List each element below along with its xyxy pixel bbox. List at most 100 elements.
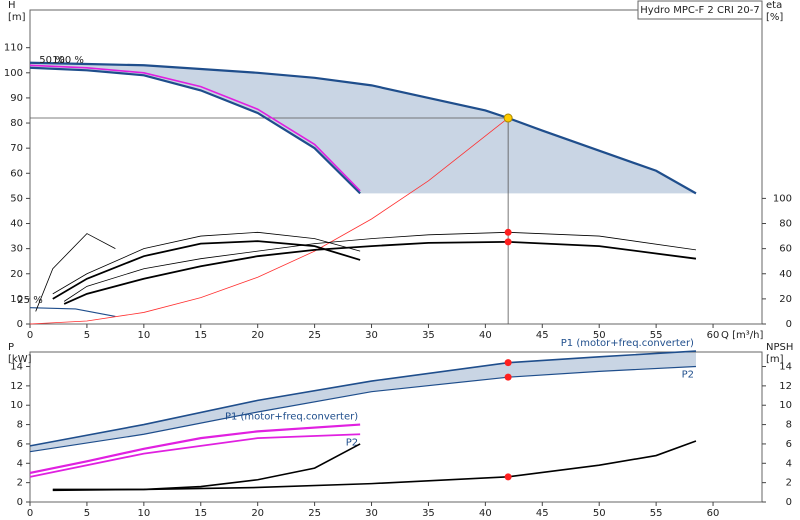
y-tick-label: 2 (17, 478, 23, 489)
y2-tick-label: 8 (786, 420, 792, 431)
x-tick-label: 40 (479, 508, 492, 519)
y-tick-label: 4 (17, 458, 23, 469)
curve (29, 423, 361, 475)
y2-axis-label: NPSH (766, 342, 793, 353)
point-marker (504, 359, 512, 367)
y2-tick-label: 60 (779, 244, 792, 255)
curve (29, 307, 116, 318)
x-tick-label: 10 (137, 508, 150, 519)
y-tick-label: 90 (10, 93, 23, 104)
y2-tick-label: 2 (786, 478, 792, 489)
curve (29, 66, 361, 195)
x-tick-label: 40 (479, 330, 492, 341)
annotation: 100 % (52, 55, 84, 66)
curve (52, 231, 361, 295)
curve-label: P1 (motor+freq.converter) (225, 412, 358, 423)
y2-tick-label: 4 (786, 458, 792, 469)
x-tick-label: 55 (650, 330, 663, 341)
y2-tick-label: 20 (779, 294, 792, 305)
y-tick-label: 10 (10, 294, 23, 305)
curve-label: P1 (motor+freq.converter) (561, 338, 694, 349)
operating-area (30, 351, 696, 452)
curve (35, 233, 116, 312)
title-box (637, 0, 763, 20)
x-tick-label: 50 (593, 508, 606, 519)
y2-axis-unit: [m] (766, 354, 784, 365)
point-marker (504, 238, 512, 246)
x-tick-label: 10 (137, 330, 150, 341)
curve (29, 350, 697, 447)
x-tick-label: 5 (84, 330, 90, 341)
x-tick-label: 20 (251, 330, 264, 341)
curve (29, 433, 361, 478)
duty-point (503, 113, 513, 123)
annotation: 25 % (17, 295, 42, 306)
x-tick-label: 15 (194, 508, 207, 519)
x-tick-label: 30 (365, 508, 378, 519)
y2-tick-label: 10 (779, 400, 792, 411)
y2-axis-unit: [%] (766, 12, 783, 23)
x-tick-label: 0 (27, 508, 33, 519)
x-tick-label: 20 (251, 508, 264, 519)
point-marker (504, 473, 512, 481)
y-tick-label: 110 (4, 43, 23, 54)
y-tick-label: 6 (17, 439, 23, 450)
x-tick-label: 60 (707, 508, 720, 519)
curve (29, 61, 697, 195)
chart-title: Hydro MPC-F 2 CRI 20-7 (640, 5, 759, 16)
plot-frame (29, 351, 763, 503)
x-tick-label: 55 (650, 508, 663, 519)
y-tick-label: 20 (10, 269, 23, 280)
x-tick-label: 30 (365, 330, 378, 341)
x-tick-label: 35 (422, 508, 435, 519)
x-tick-label: 45 (536, 330, 549, 341)
curve (29, 64, 361, 192)
y-tick-label: 70 (10, 143, 23, 154)
x-tick-label: 0 (27, 330, 33, 341)
y-tick-label: 10 (10, 400, 23, 411)
y-axis-unit: [m] (8, 12, 26, 23)
y2-tick-label: 14 (779, 362, 792, 373)
y-tick-label: 12 (10, 381, 23, 392)
y-tick-label: 30 (10, 244, 23, 255)
y-tick-label: 8 (17, 420, 23, 431)
x-axis-label: Q [m³/h] (721, 330, 763, 341)
x-tick-label: 35 (422, 330, 435, 341)
y-tick-label: 14 (10, 362, 23, 373)
y-tick-label: 40 (10, 219, 23, 230)
x-tick-label: 25 (308, 330, 321, 341)
x-tick-label: 15 (194, 330, 207, 341)
curve (29, 365, 697, 453)
x-tick-label: 25 (308, 508, 321, 519)
y2-tick-label: 40 (779, 269, 792, 280)
x-tick-label: 60 (707, 330, 720, 341)
y-tick-label: 0 (17, 497, 23, 508)
curve (29, 117, 509, 325)
operating-area (30, 62, 696, 194)
y-axis-unit: [kW] (8, 354, 32, 365)
y2-axis-label: eta (766, 0, 782, 11)
x-tick-label: 5 (84, 508, 90, 519)
y-tick-label: 60 (10, 168, 23, 179)
y-tick-label: 0 (17, 319, 23, 330)
y-axis-label: P (8, 342, 14, 353)
y-tick-label: 50 (10, 193, 23, 204)
y-tick-label: 100 (4, 68, 23, 79)
y2-tick-label: 6 (786, 439, 792, 450)
point-marker (504, 373, 512, 381)
curve (52, 443, 361, 492)
y2-tick-label: 0 (786, 497, 792, 508)
curve (63, 231, 697, 302)
y-tick-label: 80 (10, 118, 23, 129)
curve-label: P2 (346, 437, 358, 448)
x-tick-label: 50 (593, 330, 606, 341)
point-marker (504, 228, 512, 236)
curve (63, 240, 697, 305)
y2-tick-label: 0 (786, 319, 792, 330)
y-axis-label: H (8, 0, 16, 11)
y2-tick-label: 12 (779, 381, 792, 392)
curve (52, 240, 361, 300)
y2-tick-label: 100 (773, 193, 792, 204)
y2-tick-label: 80 (779, 219, 792, 230)
x-tick-label: 45 (536, 508, 549, 519)
